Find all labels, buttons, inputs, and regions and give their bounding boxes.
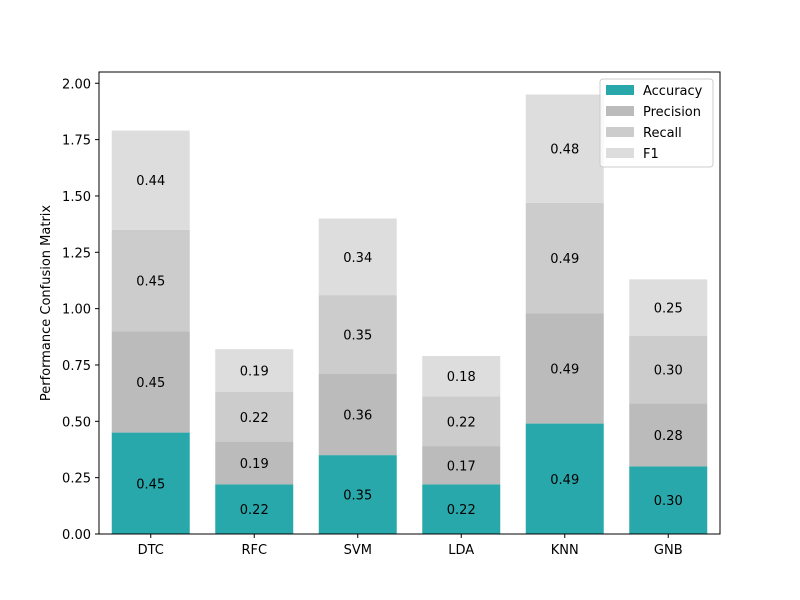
bar-precision-gnb <box>629 403 708 467</box>
bar-f1-svm <box>318 218 397 296</box>
bar-precision-dtc <box>111 331 190 433</box>
data-label-accuracy-svm: 0.35 <box>343 489 372 504</box>
data-label-accuracy-dtc: 0.45 <box>136 477 165 492</box>
y-tick-label: 0.00 <box>62 528 91 543</box>
bar-recall-gnb <box>629 335 708 404</box>
data-label-recall-dtc: 0.45 <box>136 274 165 289</box>
legend: Accuracy Precision Recall F1 <box>599 78 714 168</box>
data-label-precision-dtc: 0.45 <box>136 376 165 391</box>
bar-f1-lda <box>422 355 501 397</box>
data-label-recall-gnb: 0.30 <box>654 363 683 378</box>
y-tick-label: 2.00 <box>62 77 91 92</box>
bar-accuracy-dtc <box>111 432 190 534</box>
data-label-f1-gnb: 0.25 <box>654 302 683 317</box>
data-label-recall-svm: 0.35 <box>343 329 372 344</box>
data-label-f1-svm: 0.34 <box>343 251 372 266</box>
data-label-accuracy-knn: 0.49 <box>550 473 579 488</box>
bar-accuracy-svm <box>318 455 397 534</box>
legend-swatch-precision <box>606 106 634 116</box>
data-label-recall-lda: 0.22 <box>447 415 476 430</box>
bar-accuracy-rfc <box>215 484 294 534</box>
data-label-precision-svm: 0.36 <box>343 409 372 424</box>
y-tick-label: 1.50 <box>62 190 91 205</box>
bar-accuracy-gnb <box>629 466 708 534</box>
y-tick-label: 0.25 <box>62 472 91 487</box>
data-label-accuracy-rfc: 0.22 <box>240 503 269 518</box>
axes-layer: 0.00 0.25 0.50 0.75 1.00 1.25 1.50 1.75 2.00 DTC R… <box>62 71 721 558</box>
legend-label-accuracy: Accuracy <box>643 84 703 99</box>
data-label-precision-knn: 0.49 <box>550 362 579 377</box>
legend-swatch-accuracy <box>606 85 634 95</box>
y-tick-label: 1.25 <box>62 246 91 261</box>
data-label-recall-rfc: 0.22 <box>240 411 269 426</box>
data-labels-layer: 0.45 0.45 0.45 0.44 0.22 0.19 0.22 0.19 0.35 0.36… <box>136 143 682 519</box>
bar-accuracy-knn <box>525 423 604 534</box>
legend-label-recall: Recall <box>643 126 682 141</box>
data-label-precision-rfc: 0.19 <box>240 457 269 472</box>
bar-recall-rfc <box>215 392 294 442</box>
bar-precision-rfc <box>215 441 294 485</box>
legend-swatch-f1 <box>606 148 634 158</box>
bars-layer <box>111 94 708 534</box>
y-tick-label: 1.75 <box>62 134 91 149</box>
data-label-f1-knn: 0.48 <box>550 143 579 158</box>
data-label-f1-dtc: 0.44 <box>136 174 165 189</box>
bar-accuracy-lda <box>422 484 501 534</box>
legend-label-precision: Precision <box>643 105 701 120</box>
bar-precision-lda <box>422 446 501 485</box>
bar-recall-lda <box>422 396 501 447</box>
data-label-accuracy-gnb: 0.30 <box>654 494 683 509</box>
x-tick-label-lda: LDA <box>448 543 474 558</box>
y-tick-label: 1.00 <box>62 303 91 318</box>
data-label-precision-gnb: 0.28 <box>654 429 683 444</box>
x-tick-label-rfc: RFC <box>241 543 267 558</box>
legend-swatch-recall <box>606 127 634 137</box>
legend-box <box>599 78 714 168</box>
bar-precision-knn <box>525 313 604 424</box>
x-tick-label-svm: SVM <box>344 543 372 558</box>
y-tick-label: 0.75 <box>62 359 91 374</box>
x-tick-label-knn: KNN <box>551 543 579 558</box>
bar-f1-knn <box>525 94 604 203</box>
bar-precision-svm <box>318 373 397 456</box>
bar-recall-knn <box>525 202 604 314</box>
x-tick-label-gnb: GNB <box>654 543 683 558</box>
data-label-recall-knn: 0.49 <box>550 252 579 267</box>
data-label-f1-rfc: 0.19 <box>240 365 269 380</box>
bar-f1-dtc <box>111 130 190 230</box>
bar-recall-svm <box>318 295 397 374</box>
data-label-accuracy-lda: 0.22 <box>447 503 476 518</box>
legend-label-f1: F1 <box>643 147 659 162</box>
plot-frame <box>98 71 721 535</box>
x-tick-label-dtc: DTC <box>138 543 164 558</box>
data-label-precision-lda: 0.17 <box>447 459 476 474</box>
y-tick-label: 0.50 <box>62 415 91 430</box>
bar-recall-dtc <box>111 229 190 332</box>
bar-f1-gnb <box>629 279 708 336</box>
bar-f1-rfc <box>215 349 294 393</box>
data-label-f1-lda: 0.18 <box>447 370 476 385</box>
y-axis-title: Performance Confusion Matrix <box>39 205 54 402</box>
